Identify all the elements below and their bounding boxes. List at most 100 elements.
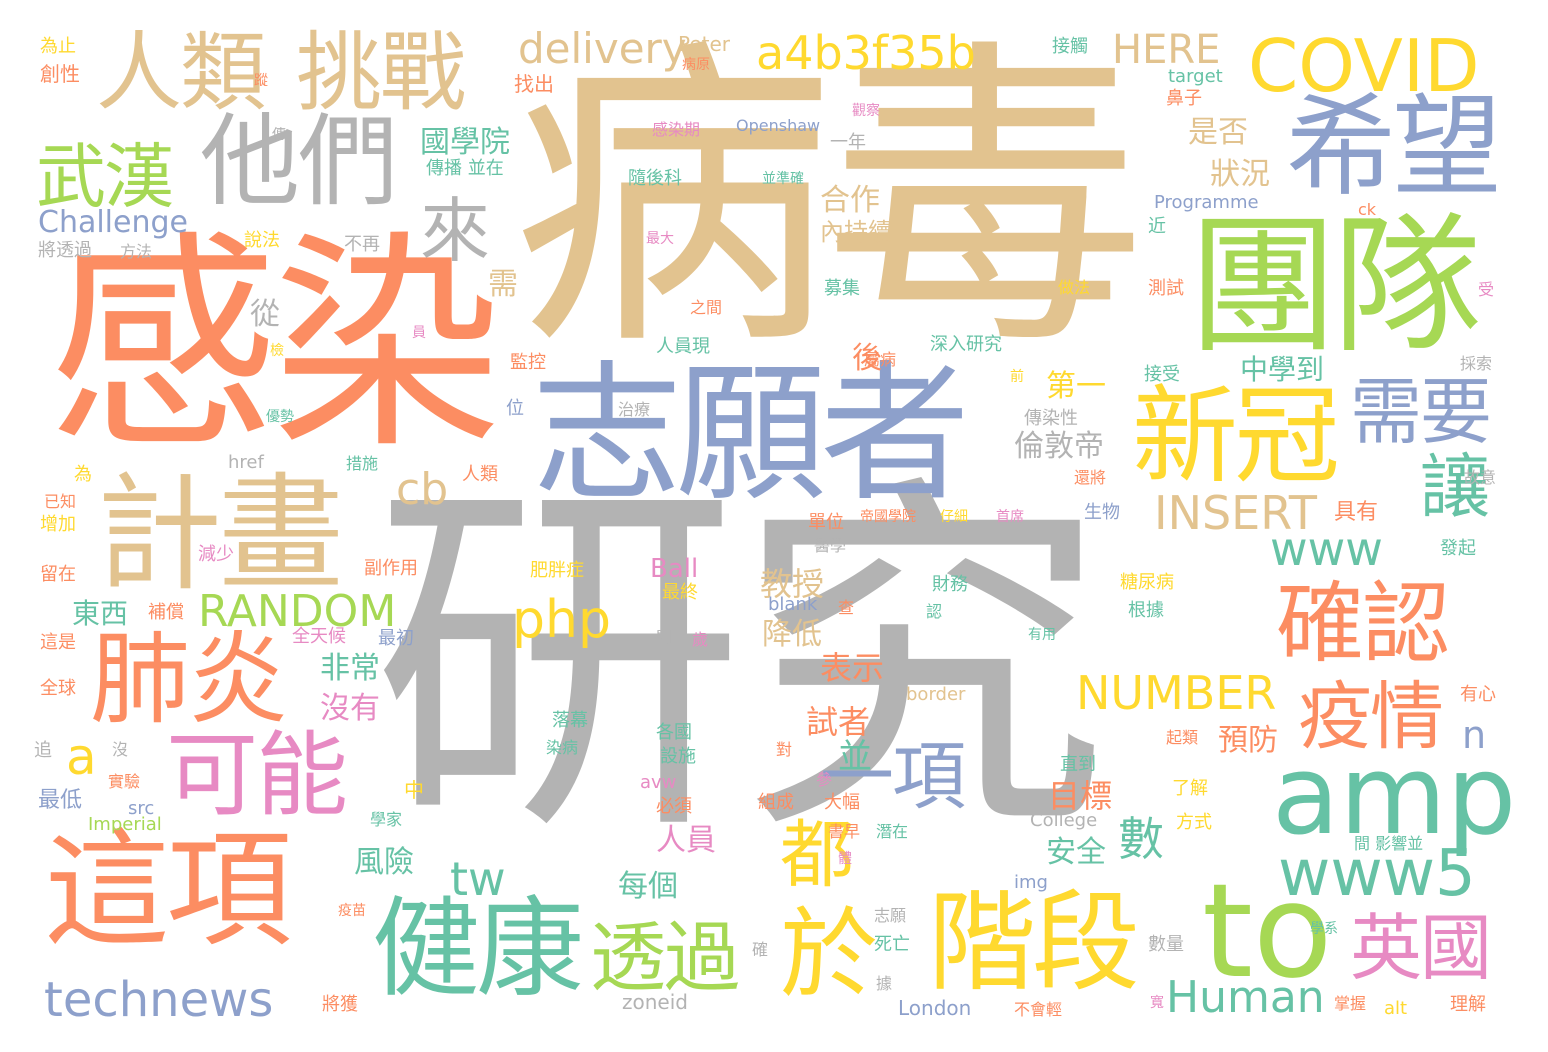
word-muji: 募集 bbox=[824, 278, 860, 299]
word-renlei: 人類 bbox=[96, 23, 266, 123]
word-jieduan: 階段 bbox=[928, 881, 1140, 1006]
word-href: href bbox=[228, 452, 264, 473]
word-zhiyuan: 志願 bbox=[874, 906, 907, 925]
word-target: target bbox=[1168, 66, 1223, 87]
word-ren: 認 bbox=[926, 602, 943, 621]
word-college: College bbox=[1030, 810, 1098, 831]
word-yuan: 員 bbox=[412, 325, 426, 341]
word-weizhi: 為止 bbox=[40, 36, 76, 57]
word-yingguo: 英國 bbox=[1350, 906, 1492, 990]
word-cuoshi: 措施 bbox=[346, 454, 379, 473]
word-xinguan: 新冠 bbox=[1132, 375, 1340, 498]
word-tansuo: 採索 bbox=[1460, 354, 1493, 373]
word-bixu: 必須 bbox=[656, 796, 692, 817]
word-siwang: 死亡 bbox=[874, 934, 910, 955]
word-delivery: delivery bbox=[518, 24, 687, 73]
word-www5: www5 bbox=[1278, 837, 1476, 911]
word-bingzhunque: 並準確 bbox=[762, 171, 804, 187]
word-can: 參 bbox=[816, 770, 833, 789]
word-xuexi: 學系 bbox=[1310, 921, 1338, 937]
word-sui: 歲 bbox=[692, 630, 709, 649]
word-jieshou: 接受 bbox=[1144, 364, 1180, 385]
word-zhidao: 直到 bbox=[1060, 754, 1096, 775]
word-zong: 蹤 bbox=[254, 73, 268, 89]
word-zhui: 追 bbox=[34, 740, 52, 761]
word-lijie: 理解 bbox=[1450, 994, 1486, 1015]
word-zuofa: 做法 bbox=[1058, 278, 1091, 297]
word-sheshi: 設施 bbox=[660, 746, 696, 767]
word-youyong: 有用 bbox=[1028, 627, 1056, 643]
word-zixi: 仔細 bbox=[940, 509, 968, 525]
word-zuichu: 最初 bbox=[378, 628, 414, 649]
word-youshi: 優勢 bbox=[266, 409, 294, 425]
word-ball: Ball bbox=[650, 554, 699, 584]
word-jianghuo: 將獲 bbox=[322, 994, 358, 1015]
word-zuidi: 最低 bbox=[38, 788, 83, 813]
word-ti: 體 bbox=[838, 851, 852, 867]
word-touguo: 透過 bbox=[590, 913, 740, 1002]
word-ganranqi: 感染期 bbox=[652, 120, 701, 139]
word-fuzuoyong: 副作用 bbox=[364, 558, 418, 579]
word-ranbing: 染病 bbox=[546, 738, 579, 757]
word-yufang: 預防 bbox=[1218, 723, 1278, 758]
word-shuliang: 數量 bbox=[1148, 934, 1184, 955]
word-zhiliao: 治療 bbox=[618, 400, 651, 419]
word-zhongxuedao: 中學到 bbox=[1240, 353, 1325, 386]
word-shizhe: 試者 bbox=[806, 703, 871, 741]
word-yiqing: 疫情 bbox=[1298, 674, 1444, 760]
word-yu: 於 bbox=[780, 898, 879, 1012]
word-london: London bbox=[898, 996, 972, 1020]
word-shu: 數 bbox=[1118, 812, 1164, 866]
word-guyi: 故意 bbox=[1464, 468, 1497, 487]
word-zhaochu: 找出 bbox=[514, 72, 554, 96]
word-wuhan: 武漢 bbox=[36, 136, 174, 218]
word-huanjiang: 還將 bbox=[1074, 468, 1107, 487]
word-chuangxing: 創性 bbox=[40, 62, 80, 86]
word-renyuan: 人員 bbox=[656, 823, 716, 858]
word-ganran: 感染 bbox=[48, 213, 502, 480]
word-qian: 前 bbox=[1010, 369, 1024, 385]
word-jian-yingxiang: 間 影響並 bbox=[1354, 834, 1424, 853]
word-qilei: 起類 bbox=[1166, 728, 1199, 747]
word-geguo: 各國 bbox=[656, 722, 692, 743]
word-imperial: Imperial bbox=[88, 814, 162, 835]
word-shuzao: 書早 bbox=[828, 822, 861, 841]
word-guoxueyuan: 國學院 bbox=[420, 125, 510, 160]
word-ju: 據 bbox=[876, 974, 893, 993]
word-shengwu: 生物 bbox=[1084, 502, 1120, 523]
word-a: a bbox=[66, 728, 97, 786]
word-zhangwo: 掌握 bbox=[1334, 994, 1367, 1013]
word-guancha: 觀察 bbox=[852, 103, 880, 119]
word-zhijian: 之間 bbox=[690, 298, 723, 317]
word-wei-small: 為 bbox=[74, 464, 92, 485]
word-quantianhou: 全天候 bbox=[292, 626, 346, 647]
word-insert: INSERT bbox=[1154, 486, 1317, 540]
word-liuzai: 留在 bbox=[40, 564, 76, 585]
word-keneng: 可能 bbox=[166, 722, 348, 829]
word-wei: 位 bbox=[506, 398, 524, 419]
word-shiyan: 實驗 bbox=[108, 772, 141, 791]
word-technews: technews bbox=[44, 972, 274, 1028]
word-diyi: 第一 bbox=[1046, 369, 1106, 404]
word-que: 確 bbox=[752, 940, 769, 959]
word-ceshi: 測試 bbox=[1148, 278, 1184, 299]
word-zheshi: 這是 bbox=[40, 632, 76, 653]
word-feipangzheng: 肥胖症 bbox=[530, 560, 584, 581]
word-xiwang: 希望 bbox=[1286, 83, 1502, 211]
word-tw: tw bbox=[450, 852, 506, 906]
word-dafu: 大幅 bbox=[824, 792, 860, 813]
word-renyuanxian: 人員現 bbox=[656, 336, 710, 357]
word-fengxian: 風險 bbox=[354, 845, 414, 880]
word-bing: 並 bbox=[838, 737, 872, 777]
word-hezuo: 合作 bbox=[820, 183, 880, 218]
word-jiangtouguo: 將透過 bbox=[38, 240, 92, 261]
word-yimiao: 疫苗 bbox=[338, 903, 366, 919]
word-n: n bbox=[1462, 713, 1487, 757]
word-shubing: 屬病 bbox=[864, 350, 897, 369]
word-bingyuan: 病原 bbox=[682, 57, 710, 73]
word-liaojie: 了解 bbox=[1172, 778, 1208, 799]
word-mei: 沒 bbox=[112, 740, 129, 759]
word-shifou: 是否 bbox=[1188, 115, 1248, 150]
word-fangshi: 方式 bbox=[1176, 812, 1212, 833]
word-zhiyuanzhe: 志願者 bbox=[532, 348, 970, 522]
